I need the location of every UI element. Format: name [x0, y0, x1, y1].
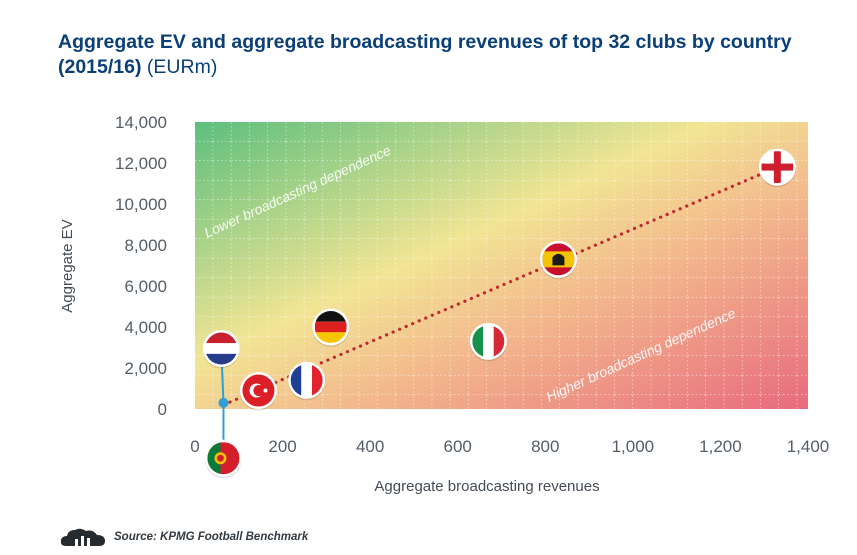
x-tick-label: 1,000 [612, 437, 655, 456]
italy-flag: Italy [472, 325, 505, 358]
france-flag: France [290, 364, 323, 397]
y-tick-label: 2,000 [124, 359, 167, 378]
cloud-chart-icon [60, 528, 105, 546]
scatter-chart: Lower broadcasting dependence Higher bro… [59, 113, 829, 495]
x-tick-label: 600 [444, 437, 472, 456]
spain-flag: Spain [542, 243, 575, 276]
turkey-flag: Turkey [242, 374, 275, 407]
y-tick-label: 8,000 [124, 236, 167, 255]
y-axis-label: Aggregate EV [59, 219, 76, 312]
x-tick-label: 800 [531, 437, 559, 456]
chart-title-main: Aggregate EV and aggregate broadcasting … [58, 31, 792, 78]
chart-title-unit: (EURm) [146, 56, 218, 78]
germany-flag: Germany [314, 311, 347, 343]
y-tick-label: 12,000 [115, 154, 167, 173]
y-tick-label: 4,000 [124, 318, 167, 337]
plot-background [195, 122, 808, 409]
x-tick-label: 200 [268, 437, 296, 456]
source-text: Source: KPMG Football Benchmark [114, 531, 309, 543]
x-tick-label: 0 [190, 437, 199, 456]
x-axis-label: Aggregate broadcasting revenues [374, 478, 599, 495]
portugal-flag: Portugal [207, 442, 240, 475]
y-tick-label: 6,000 [124, 277, 167, 296]
source-note: Source: KPMG Football Benchmark [60, 525, 308, 549]
x-tick-label: 1,200 [699, 437, 742, 456]
data-points: England Spain Germany Italy France TurkeyNeth… [202, 148, 796, 479]
y-axis-ticks: 0 2,000 4,000 6,000 8,000 10,000 12,000 14,000 [115, 113, 167, 419]
y-tick-label: 0 [158, 400, 167, 419]
small-data-marker [218, 397, 229, 408]
netherlands-flag: Netherlands [205, 332, 238, 365]
england-flag: England [761, 151, 794, 184]
y-tick-label: 10,000 [115, 195, 167, 214]
chart-title: Aggregate EV and aggregate broadcasting … [58, 30, 838, 80]
x-axis-ticks: 0 200 400 600 800 1,000 1,200 1,400 [190, 437, 829, 456]
x-tick-label: 1,400 [787, 437, 830, 456]
y-tick-label: 14,000 [115, 113, 167, 132]
x-tick-label: 400 [356, 437, 384, 456]
